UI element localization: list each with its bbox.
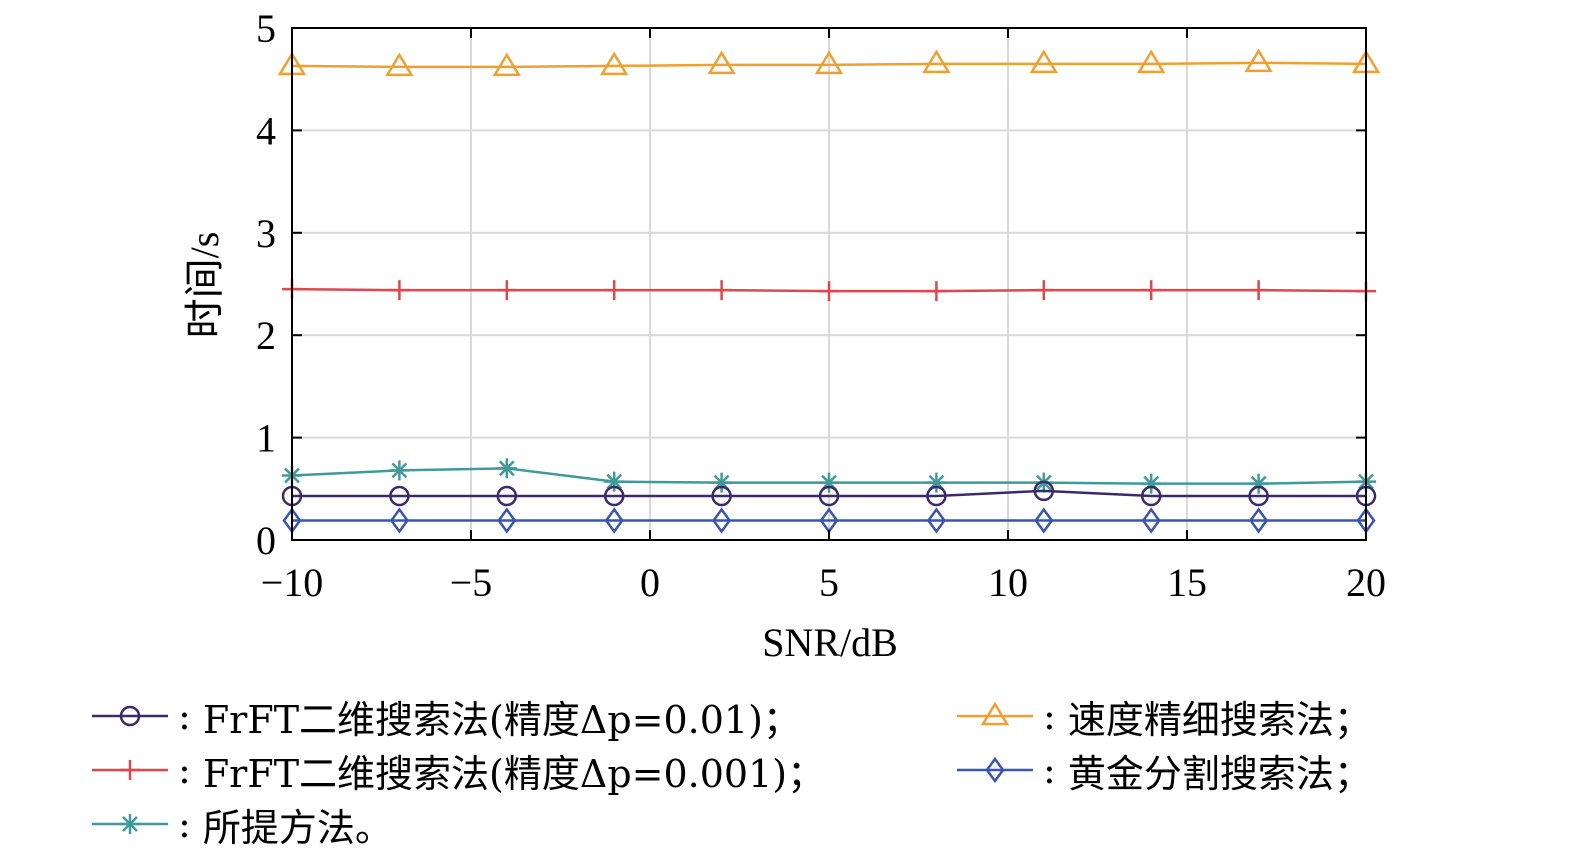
- legend-item-frft0001: : FrFT二维搜索法(精度Δp=0.001)；: [90, 744, 825, 796]
- y-tick-label: 0: [256, 518, 276, 563]
- data-point-speed: [599, 51, 629, 76]
- x-tick-label: −10: [261, 560, 324, 605]
- grid: [292, 28, 1366, 540]
- y-axis-title: 时间/s: [182, 232, 227, 339]
- series-line-speed: [291, 61, 1367, 69]
- data-point-frft0001: [1033, 280, 1054, 301]
- data-point-frft0001: [389, 280, 410, 301]
- data-point-golden: [604, 507, 624, 534]
- data-point-golden: [497, 507, 517, 534]
- legend-colon: :: [178, 802, 191, 846]
- data-point-frft0001: [1141, 280, 1162, 301]
- data-point-speed: [1244, 48, 1273, 73]
- data-point-frft0001: [926, 281, 947, 302]
- y-tick-label: 4: [256, 108, 276, 153]
- x-tick-label: 5: [819, 560, 839, 605]
- legend-label-frft001: FrFT二维搜索法(精度Δp=0.01)；: [202, 697, 801, 742]
- data-point-frft001: [1140, 485, 1162, 507]
- data-point-proposed: [604, 471, 625, 492]
- legend-label-frft0001: FrFT二维搜索法(精度Δp=0.001)；: [202, 751, 826, 796]
- legend-marker-frft0001: [92, 760, 168, 780]
- legend-label-speed: 速度精细搜索法；: [1067, 697, 1372, 742]
- legend-label-proposed: 所提方法。: [202, 805, 393, 850]
- legend-colon: :: [178, 748, 191, 792]
- legend-marker-glyph: [120, 760, 140, 780]
- data-point-frft0001: [604, 280, 625, 301]
- x-tick-label: −5: [450, 560, 493, 605]
- legend-marker-glyph: [120, 814, 140, 834]
- series-golden: [282, 507, 1376, 534]
- data-point-speed: [492, 52, 522, 77]
- data-point-golden: [1249, 507, 1269, 534]
- legend-marker-glyph: [119, 705, 141, 727]
- x-tick-label: 15: [1167, 560, 1207, 605]
- legend-item-speed: : 速度精细搜索法；: [955, 690, 1372, 742]
- data-point-speed: [922, 49, 951, 74]
- data-point-golden: [926, 507, 946, 534]
- data-point-golden: [1034, 507, 1054, 534]
- legend-marker-golden: [957, 756, 1033, 784]
- series-line-frft001: [292, 489, 1366, 498]
- legend-marker-frft001: [92, 705, 168, 727]
- x-axis-title: SNR/dB: [762, 620, 898, 665]
- y-tick-label: 1: [256, 416, 276, 461]
- x-tick-label: 10: [988, 560, 1028, 605]
- data-point-frft0001: [496, 280, 517, 301]
- data-point-frft0001: [711, 280, 732, 301]
- data-point-frft001: [818, 485, 840, 507]
- data-point-proposed: [389, 460, 410, 481]
- legend-colon: :: [1043, 694, 1056, 738]
- data-point-frft001: [711, 485, 732, 507]
- data-point-golden: [712, 507, 732, 534]
- data-point-frft0001: [819, 281, 839, 302]
- data-point-frft001: [926, 485, 947, 507]
- x-tick-label: 0: [640, 560, 660, 605]
- ticks: −10 −5 0 5 10 15 20 0 1 2 3 4 5: [256, 6, 1386, 605]
- data-point-golden: [389, 507, 409, 534]
- legend-marker-proposed: [92, 814, 168, 834]
- series-layer: [277, 48, 1381, 534]
- legend-colon: :: [1043, 748, 1056, 792]
- data-point-speed: [814, 50, 844, 75]
- data-point-speed: [1136, 49, 1166, 74]
- data-point-speed: [1029, 49, 1059, 74]
- legend-marker-glyph: [985, 756, 1005, 784]
- legend-item-proposed: : 所提方法。: [90, 798, 393, 850]
- legend-item-frft001: : FrFT二维搜索法(精度Δp=0.01)；: [90, 690, 801, 742]
- x-tick-label: 20: [1346, 560, 1386, 605]
- data-point-frft001: [389, 485, 410, 507]
- legend-item-golden: : 黄金分割搜索法；: [955, 744, 1372, 796]
- data-point-speed: [385, 52, 414, 77]
- data-point-frft001: [1248, 485, 1269, 507]
- y-tick-label: 3: [256, 211, 276, 256]
- y-tick-label: 2: [256, 313, 276, 358]
- series-speed: [277, 48, 1381, 77]
- data-point-proposed: [496, 458, 517, 479]
- legend-marker-glyph: [980, 701, 1010, 726]
- chart: −10 −5 0 5 10 15 20 0 1 2 3 4 5 SNR/dB 时间/s: [182, 6, 1386, 665]
- data-point-speed: [707, 50, 736, 75]
- series-frft0001: [282, 279, 1376, 302]
- data-point-frft001: [603, 485, 625, 507]
- data-point-frft0001: [1248, 280, 1269, 301]
- y-tick-label: 5: [256, 6, 276, 51]
- legend-marker-speed: [957, 701, 1033, 726]
- legend-colon: :: [178, 694, 191, 738]
- data-point-golden: [1141, 507, 1161, 534]
- data-point-frft001: [1033, 480, 1055, 502]
- data-point-frft001: [496, 485, 518, 507]
- legend-label-golden: 黄金分割搜索法；: [1067, 751, 1372, 796]
